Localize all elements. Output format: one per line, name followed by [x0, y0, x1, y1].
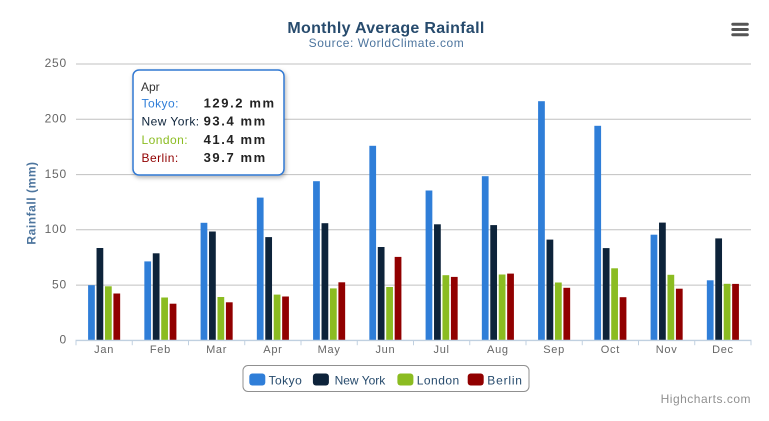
svg-text:Oct: Oct — [601, 344, 620, 356]
svg-text:Feb: Feb — [150, 344, 171, 356]
svg-text:41.4 mm: 41.4 mm — [204, 132, 267, 147]
svg-text:200: 200 — [45, 112, 67, 126]
svg-text:Sep: Sep — [543, 344, 565, 356]
svg-text:Nov: Nov — [656, 344, 678, 356]
svg-text:Dec: Dec — [712, 344, 734, 356]
svg-text:Apr: Apr — [263, 344, 282, 356]
svg-text:Source: WorldClimate.com: Source: WorldClimate.com — [309, 36, 465, 50]
svg-text:Jul: Jul — [434, 344, 450, 356]
svg-text:50: 50 — [52, 277, 67, 291]
svg-text:93.4 mm: 93.4 mm — [204, 114, 267, 129]
svg-text:Berlin:: Berlin: — [142, 151, 179, 165]
svg-text:Berlin: Berlin — [487, 374, 522, 388]
svg-text:Tokyo:: Tokyo: — [142, 97, 179, 111]
svg-text:New York: New York — [335, 374, 387, 388]
svg-text:0: 0 — [60, 333, 67, 347]
svg-text:Aug: Aug — [487, 344, 509, 356]
svg-text:100: 100 — [45, 222, 67, 236]
svg-text:Jan: Jan — [94, 344, 114, 356]
svg-text:Rainfall (mm): Rainfall (mm) — [25, 161, 39, 244]
svg-text:Monthly Average Rainfall: Monthly Average Rainfall — [287, 20, 484, 37]
svg-text:London:: London: — [142, 133, 189, 147]
svg-text:Jun: Jun — [375, 344, 395, 356]
svg-text:London: London — [417, 374, 460, 388]
svg-text:Tokyo: Tokyo — [269, 374, 303, 388]
svg-text:150: 150 — [45, 167, 67, 181]
svg-text:39.7 mm: 39.7 mm — [204, 150, 267, 165]
svg-text:Mar: Mar — [206, 344, 227, 356]
svg-text:250: 250 — [45, 56, 67, 70]
svg-text:Apr: Apr — [141, 80, 160, 94]
svg-text:129.2 mm: 129.2 mm — [204, 96, 276, 111]
svg-text:New York:: New York: — [142, 115, 200, 129]
svg-text:May: May — [318, 344, 341, 356]
svg-text:Highcharts.com: Highcharts.com — [661, 392, 751, 406]
